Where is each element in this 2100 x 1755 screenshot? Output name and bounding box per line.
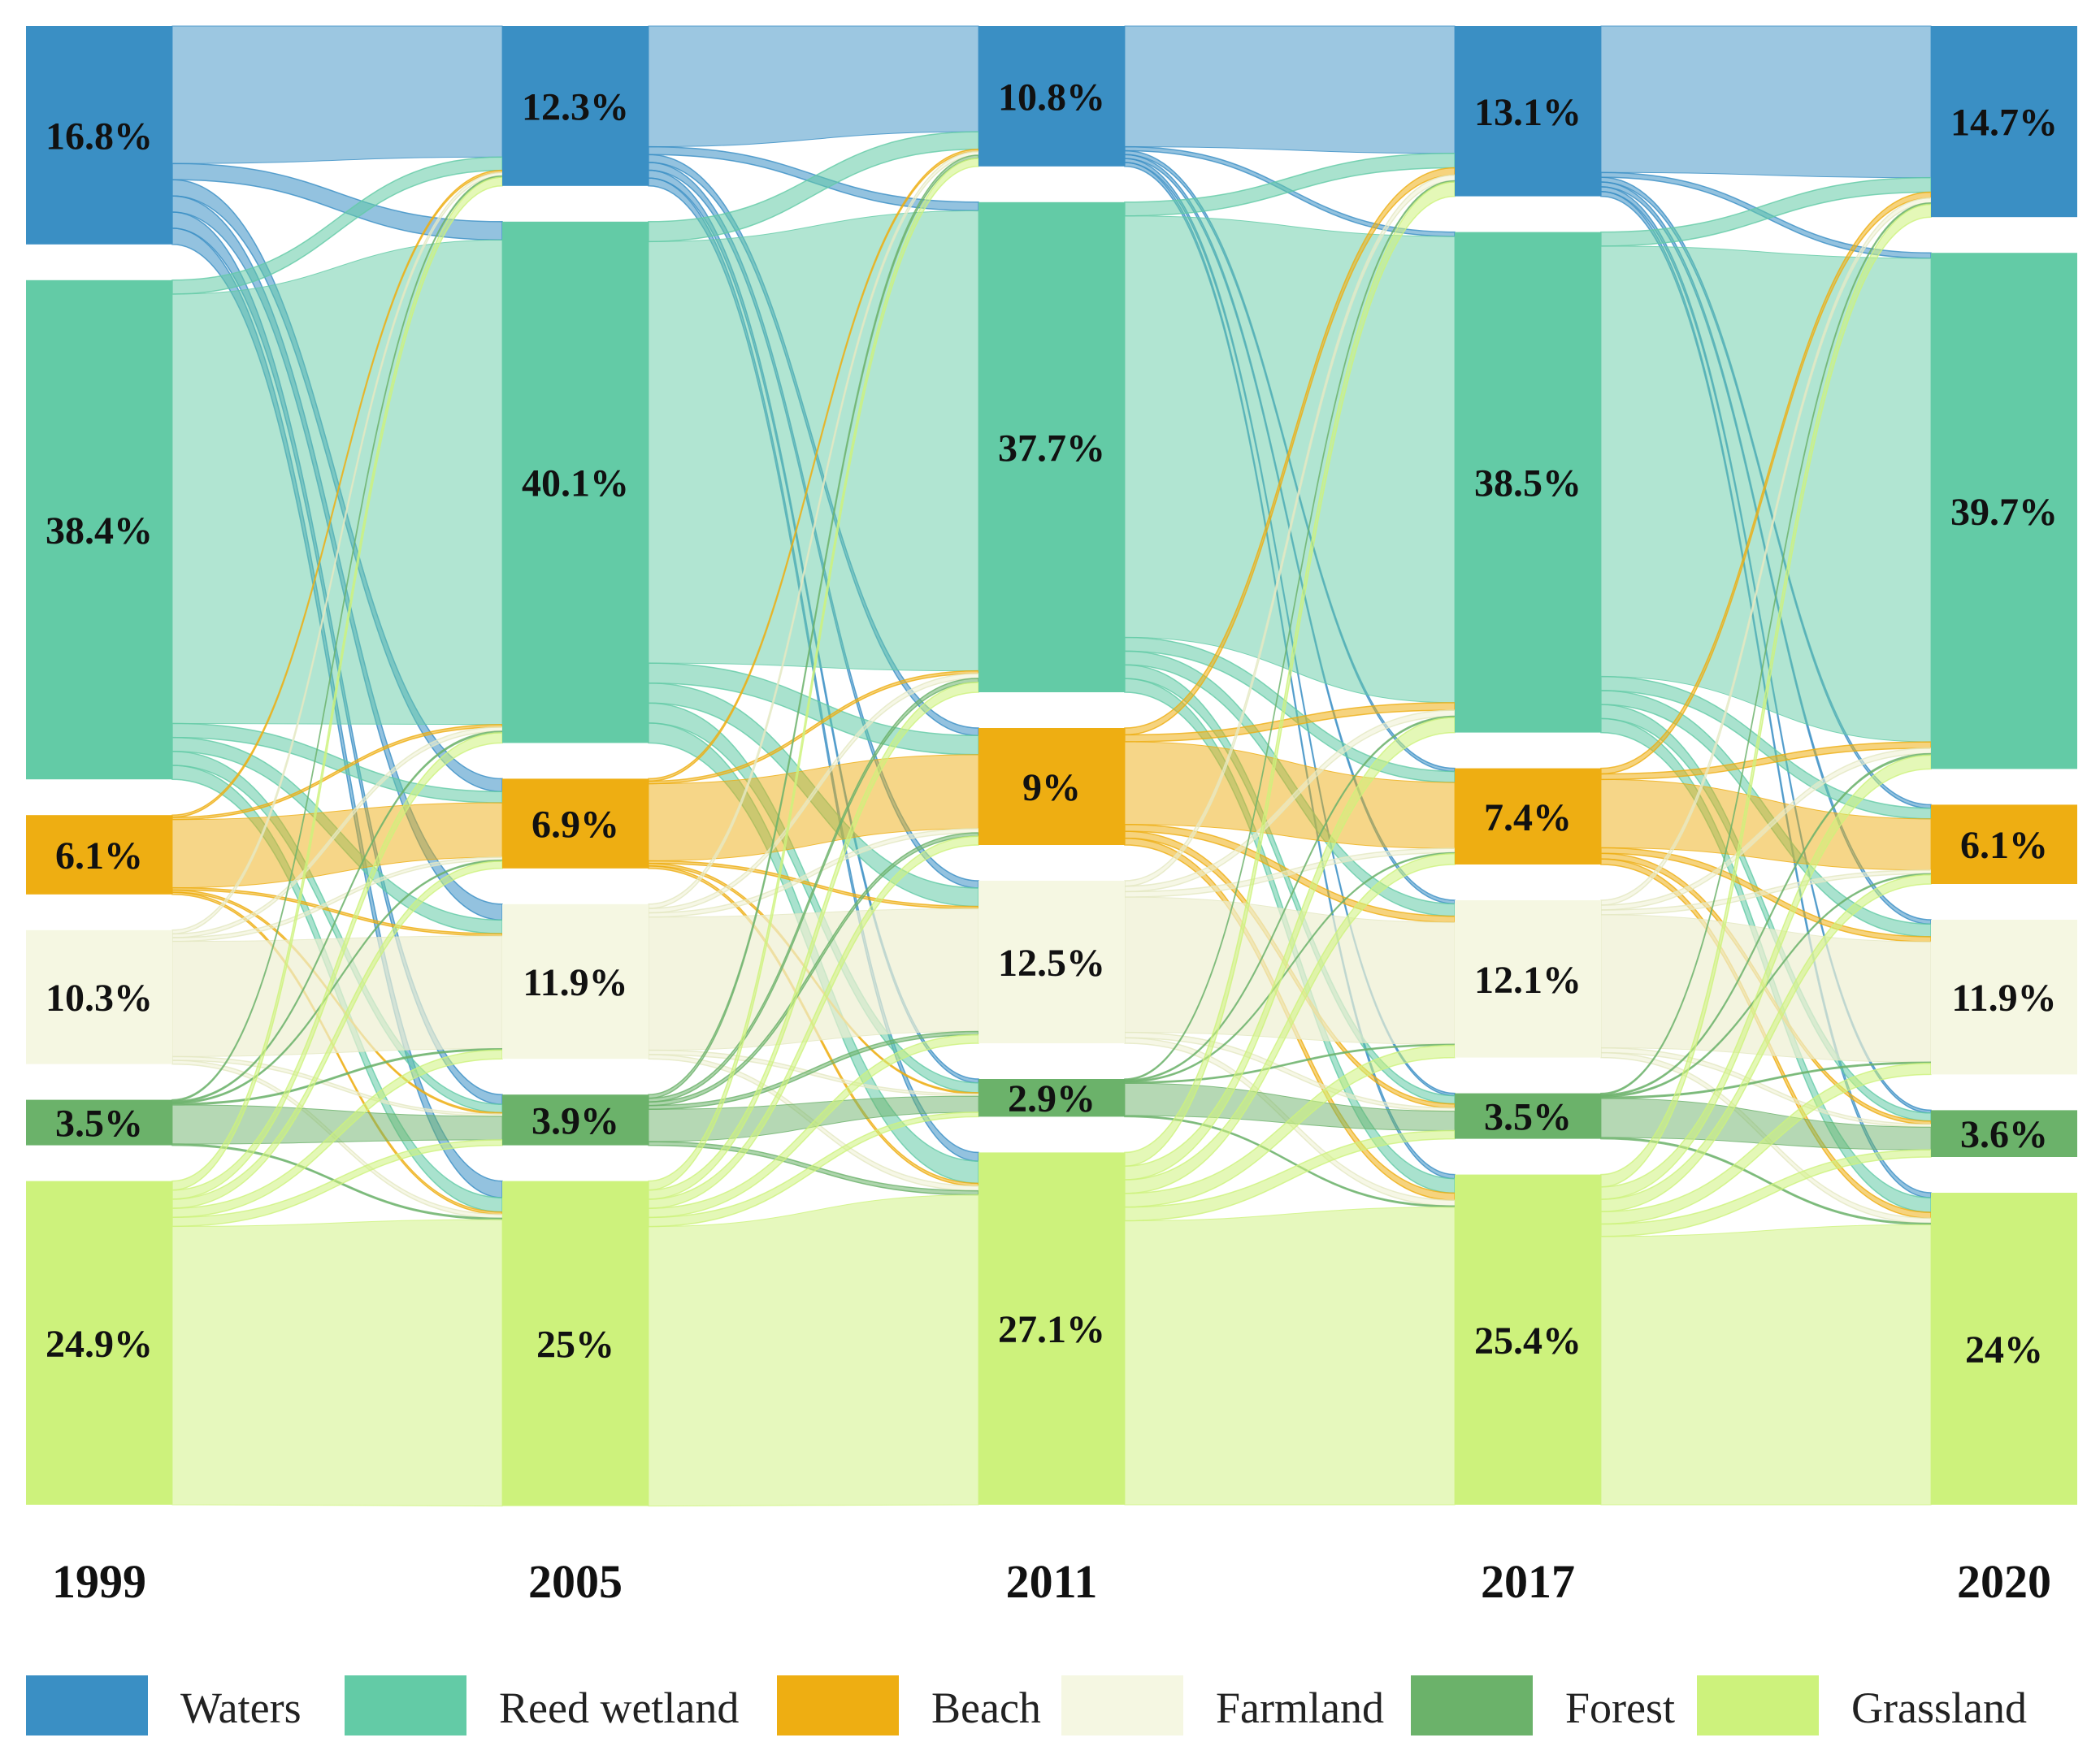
flow-waters-to-waters-2011-2017 [1124, 25, 1456, 154]
value-label-forest-2005: 3.9% [532, 1099, 619, 1142]
flow-reed-to-reed-2017-2020 [1600, 245, 1932, 743]
value-label-farmland-1999: 10.3% [46, 977, 153, 1020]
flow-reed-to-reed-2005-2011 [648, 210, 979, 672]
legend-label-forest: Forest [1565, 1684, 1675, 1732]
value-label-forest-2011: 2.9% [1008, 1077, 1096, 1120]
value-label-forest-1999: 3.5% [55, 1103, 143, 1146]
flow-waters-to-waters-2017-2020 [1600, 25, 1932, 179]
value-label-beach-2005: 6.9% [532, 804, 619, 847]
value-label-waters-2017: 13.1% [1474, 91, 1582, 134]
node-reed-1999 [26, 280, 172, 780]
node-waters-2011 [978, 26, 1125, 167]
value-label-reed-1999: 38.4% [46, 509, 153, 552]
value-label-grassland-2020: 24% [1965, 1328, 2043, 1372]
value-label-reed-2020: 39.7% [1950, 491, 2058, 534]
value-label-beach-2020: 6.1% [1960, 824, 2048, 867]
node-waters-2005 [502, 26, 649, 186]
flow-farmland-to-farmland-2005-2011 [648, 908, 979, 1051]
value-label-grassland-1999: 24.9% [46, 1323, 153, 1366]
node-beach-2020 [1931, 804, 2077, 884]
node-layer: 16.8% 38.4% 6.1% 10.3% 3.5% 24.9% 12.3% 40.1% 6.… [26, 26, 2077, 1506]
value-label-reed-2017: 38.5% [1474, 462, 1582, 505]
flow-grassland-to-reed-1999-2005 [171, 732, 503, 1200]
node-reed-2020 [1931, 253, 2077, 769]
node-reed-2011 [978, 202, 1125, 693]
node-grassland-2011 [978, 1152, 1125, 1505]
year-axis: 1999 2005 2011 2017 2020 [52, 1555, 2051, 1608]
legend-swatch-reed [345, 1675, 466, 1736]
node-forest-2011 [978, 1079, 1125, 1117]
node-forest-1999 [26, 1099, 172, 1146]
value-label-farmland-2011: 12.5% [998, 942, 1105, 985]
node-beach-1999 [26, 815, 172, 895]
node-forest-2005 [502, 1094, 649, 1146]
node-forest-2017 [1455, 1093, 1601, 1139]
year-label-2005: 2005 [528, 1555, 623, 1608]
legend-label-grassland: Grassland [1851, 1684, 2027, 1732]
node-waters-2020 [1931, 26, 2077, 218]
flow-grassland-to-grassland-2017-2020 [1600, 1224, 1932, 1506]
value-label-grassland-2005: 25% [536, 1324, 614, 1367]
node-beach-2005 [502, 778, 649, 869]
flow-grassland-to-grassland-2011-2017 [1124, 1207, 1456, 1506]
flow-layer [171, 25, 1932, 1507]
flow-grassland-to-grassland-1999-2005 [171, 1219, 503, 1507]
node-reed-2017 [1455, 232, 1601, 733]
node-grassland-2017 [1455, 1174, 1601, 1505]
node-waters-2017 [1455, 26, 1601, 197]
value-label-beach-1999: 6.1% [55, 834, 143, 878]
year-label-2020: 2020 [1957, 1555, 2051, 1608]
node-farmland-2017 [1455, 900, 1601, 1058]
value-label-reed-2011: 37.7% [998, 427, 1105, 470]
node-beach-2017 [1455, 768, 1601, 864]
node-waters-1999 [26, 26, 172, 245]
value-label-waters-1999: 16.8% [46, 115, 153, 158]
node-reed-2005 [502, 221, 649, 743]
value-label-farmland-2005: 11.9% [523, 961, 627, 1004]
node-beach-2011 [978, 728, 1125, 845]
flow-reed-to-reed-1999-2005 [171, 239, 503, 726]
flow-waters-to-waters-1999-2005 [171, 25, 503, 164]
value-label-beach-2017: 7.4% [1484, 796, 1572, 839]
node-farmland-2005 [502, 904, 649, 1060]
legend: Waters Reed wetland Beach Farmland Forest Gra… [26, 1675, 2027, 1736]
year-label-1999: 1999 [52, 1555, 146, 1608]
node-grassland-2020 [1931, 1193, 2077, 1505]
legend-swatch-waters [26, 1675, 148, 1736]
flow-waters-to-waters-2005-2011 [648, 25, 979, 148]
value-label-grassland-2017: 25.4% [1474, 1320, 1582, 1363]
value-label-waters-2020: 14.7% [1950, 102, 2058, 145]
node-farmland-2011 [978, 881, 1125, 1043]
value-label-forest-2017: 3.5% [1484, 1096, 1572, 1139]
value-label-farmland-2017: 12.1% [1474, 959, 1582, 1002]
value-label-forest-2020: 3.6% [1960, 1113, 2048, 1156]
node-grassland-2005 [502, 1181, 649, 1506]
value-label-waters-2005: 12.3% [522, 85, 629, 128]
year-label-2017: 2017 [1481, 1555, 1575, 1608]
node-grassland-1999 [26, 1181, 172, 1505]
value-label-waters-2011: 10.8% [998, 76, 1105, 119]
legend-label-waters: Waters [180, 1684, 302, 1732]
legend-swatch-farmland [1061, 1675, 1183, 1736]
value-label-beach-2011: 9% [1022, 766, 1081, 809]
legend-label-beach: Beach [931, 1684, 1041, 1732]
node-farmland-1999 [26, 930, 172, 1064]
legend-label-reed: Reed wetland [499, 1684, 739, 1732]
year-label-2011: 2011 [1006, 1555, 1098, 1608]
value-label-grassland-2011: 27.1% [998, 1308, 1105, 1351]
legend-swatch-forest [1411, 1675, 1533, 1736]
legend-label-farmland: Farmland [1216, 1684, 1384, 1732]
legend-swatch-grassland [1697, 1675, 1819, 1736]
flow-grassland-to-grassland-2005-2011 [648, 1194, 979, 1507]
value-label-reed-2005: 40.1% [522, 462, 629, 505]
node-forest-2020 [1931, 1110, 2077, 1157]
value-label-farmland-2020: 11.9% [1951, 977, 2056, 1020]
node-farmland-2020 [1931, 920, 2077, 1075]
legend-swatch-beach [777, 1675, 899, 1736]
